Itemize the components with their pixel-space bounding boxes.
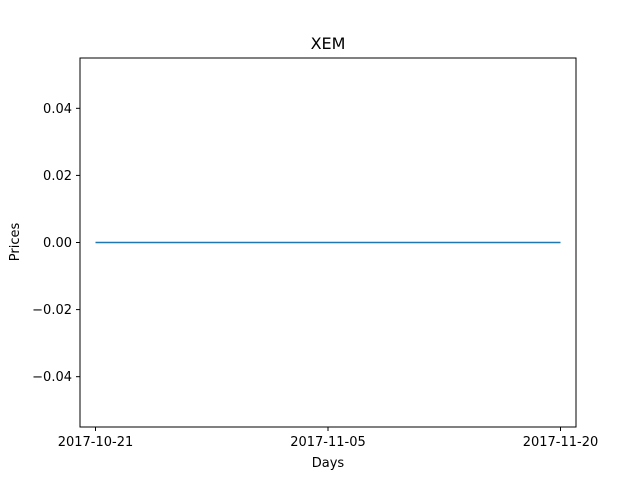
x-axis: 2017-10-21 2017-11-05 2017-11-20 (58, 427, 599, 450)
y-tick-label: 0.04 (43, 102, 72, 117)
y-tick-label: 0.00 (43, 236, 72, 251)
x-tick-label: 2017-11-20 (523, 435, 599, 450)
x-tick-label: 2017-10-21 (58, 435, 134, 450)
y-tick-label: −0.02 (32, 303, 72, 318)
y-axis-label: Prices (8, 223, 23, 262)
y-tick-label: 0.02 (43, 169, 72, 184)
x-axis-label: Days (312, 456, 345, 471)
y-tick-label: −0.04 (32, 370, 72, 385)
y-axis: −0.04 −0.02 0.00 0.02 0.04 (32, 102, 80, 385)
x-tick-label: 2017-11-05 (290, 435, 366, 450)
chart-title: XEM (311, 34, 346, 53)
